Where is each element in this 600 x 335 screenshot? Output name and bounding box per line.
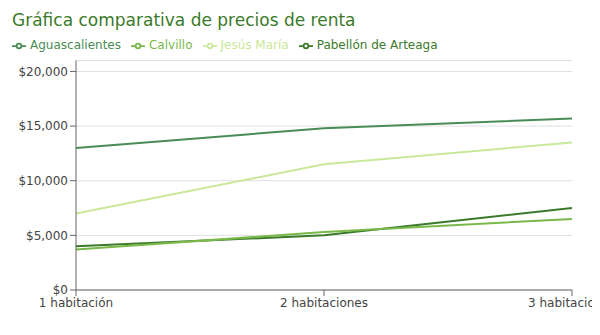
svg-text:1 habitación: 1 habitación: [39, 296, 113, 310]
html-text:Aguascalientes: Aguascalientes: [30, 38, 121, 52]
html-text:Jesús María: Jesús María: [220, 38, 289, 52]
html-text:Pabellón de Arteaga: Pabellón de Arteaga: [316, 38, 438, 52]
svg-text:$5,000: $5,000: [26, 229, 68, 243]
svg-text:2 habitaciones: 2 habitaciones: [280, 296, 368, 310]
svg-text:3 habitaciones: 3 habitaciones: [528, 296, 592, 310]
svg-text:$0: $0: [53, 283, 68, 297]
svg-text:$20,000: $20,000: [18, 65, 68, 79]
html-text:Calvillo: Calvillo: [149, 38, 193, 52]
svg-text:$10,000: $10,000: [18, 174, 68, 188]
html-text:Gráfica comparativa de precios: Gráfica comparativa de precios de renta: [12, 10, 356, 30]
svg-text:$15,000: $15,000: [18, 119, 68, 133]
